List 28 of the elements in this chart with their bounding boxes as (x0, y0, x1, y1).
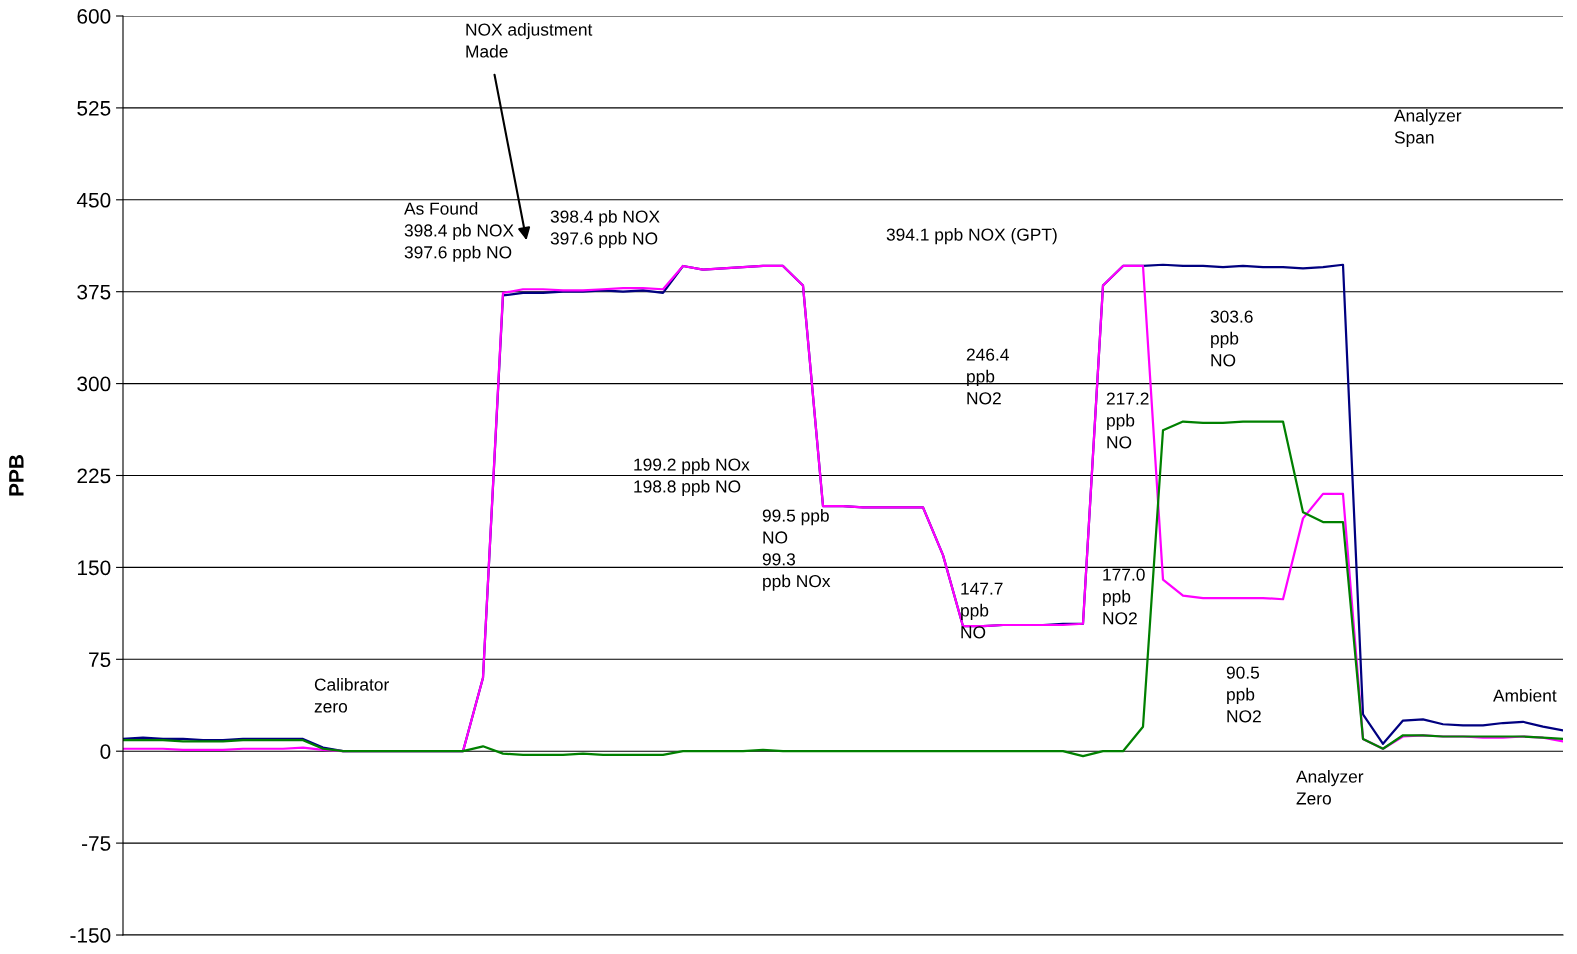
y-tick-label: 525 (77, 100, 111, 116)
annotation: As Found 398.4 pb NOX 397.6 ppb NO (404, 202, 514, 262)
y-tick-label: 600 (77, 9, 111, 24)
y-tick-label: 375 (77, 284, 111, 300)
y-tick-label: -75 (82, 836, 111, 851)
annotation: 177.0 ppb NO2 (1103, 568, 1145, 625)
annotation: Analyzer Span (1394, 109, 1462, 148)
annotation: 246.4 ppb NO2 (966, 348, 1009, 405)
annotation: NOX adjustment Made (466, 23, 593, 58)
annotation: 147.7 ppb NO (961, 582, 1003, 639)
annotation: 394.1 ppb NOX (GPT) (886, 228, 1057, 245)
annotation: 217.2 ppb NO (1106, 392, 1149, 449)
annotation: Analyzer Zero (1296, 770, 1364, 805)
annotation: Ambient (1493, 689, 1557, 702)
y-axis-title: PPB (9, 455, 24, 496)
y-tick-label: 75 (89, 652, 111, 668)
annotation: 99.5 ppb NO 99.3 ppb NOx (762, 509, 831, 591)
annotation: 303.6 ppb NO (1210, 310, 1253, 367)
y-tick-label: 225 (77, 468, 111, 484)
annotation: Calibrator zero (314, 678, 389, 713)
y-tick-label: 450 (76, 192, 111, 208)
annotation: 90.5 ppb NO2 (1226, 666, 1261, 723)
y-tick-label: 0 (100, 744, 111, 759)
y-tick-label: 150 (78, 560, 111, 576)
y-tick-label: -150 (70, 928, 111, 943)
annotation: 199.2 ppb NOx 198.8 ppb NO (634, 458, 750, 497)
y-tick-label: 300 (77, 376, 111, 392)
annotation: 398.4 pb NOX 397.6 ppb NO (550, 210, 660, 249)
